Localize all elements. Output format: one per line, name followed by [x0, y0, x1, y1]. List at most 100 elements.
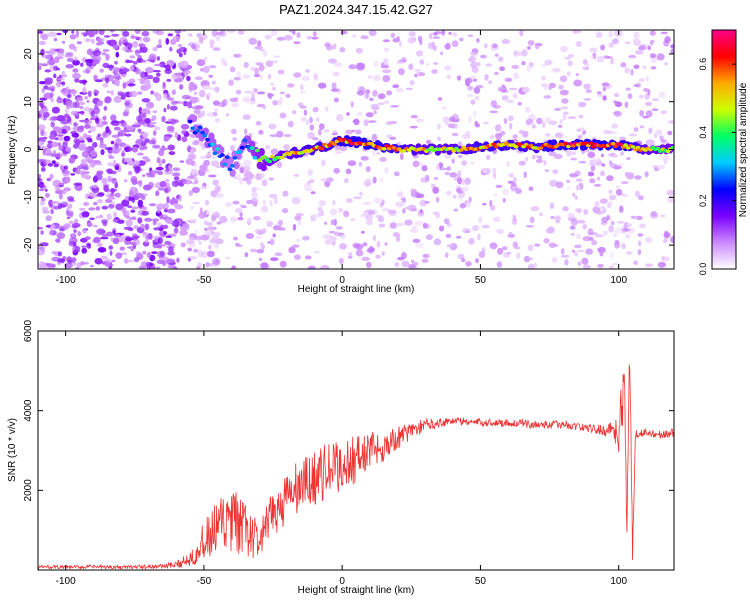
speckle-blob	[206, 226, 215, 232]
speckle-blob	[494, 72, 499, 75]
speckle-blob	[502, 197, 506, 203]
speckle-blob	[656, 53, 665, 61]
speckle-blob	[104, 147, 113, 151]
speckle-blob	[205, 210, 210, 215]
speckle-blob	[204, 199, 210, 206]
speckle-blob	[85, 67, 90, 74]
speckle-blob	[647, 89, 651, 96]
y-tick-label: 20	[23, 48, 34, 60]
speckle-blob	[660, 139, 666, 143]
speckle-blob	[38, 62, 43, 66]
speckle-blob	[283, 34, 293, 41]
speckle-blob	[258, 257, 263, 262]
speckle-blob	[137, 152, 144, 156]
speckle-blob	[649, 53, 657, 59]
ridge-point	[239, 145, 245, 150]
speckle-blob	[81, 247, 87, 254]
speckle-blob	[72, 59, 80, 66]
speckle-blob	[141, 206, 148, 211]
speckle-blob	[121, 150, 125, 158]
speckle-blob	[485, 63, 493, 67]
speckle-blob	[382, 208, 391, 212]
speckle-blob	[177, 43, 183, 48]
speckle-blob	[345, 129, 354, 135]
speckle-blob	[356, 62, 366, 70]
speckle-blob	[113, 126, 121, 131]
speckle-blob	[136, 115, 142, 122]
speckle-blob	[365, 214, 373, 221]
speckle-blob	[142, 174, 146, 177]
speckle-blob	[206, 153, 214, 156]
speckle-blob	[622, 193, 628, 198]
speckle-blob	[602, 95, 607, 101]
speckle-blob	[559, 89, 569, 96]
speckle-blob	[553, 153, 563, 160]
speckle-blob	[446, 166, 451, 171]
speckle-blob	[271, 86, 277, 91]
speckle-blob	[419, 199, 427, 207]
speckle-blob	[244, 128, 248, 135]
speckle-blob	[306, 35, 313, 40]
speckle-blob	[75, 96, 79, 104]
speckle-blob	[95, 79, 103, 83]
speckle-blob	[395, 201, 405, 208]
speckle-blob	[212, 231, 221, 237]
speckle-blob	[402, 208, 406, 214]
speckle-blob	[490, 204, 496, 211]
speckle-blob	[167, 251, 175, 256]
speckle-blob	[148, 170, 155, 175]
speckle-blob	[209, 87, 216, 91]
speckle-blob	[441, 30, 445, 36]
speckle-blob	[644, 263, 654, 268]
speckle-blob	[527, 40, 535, 46]
speckle-blob	[107, 175, 112, 181]
speckle-blob	[72, 72, 81, 80]
speckle-blob	[57, 251, 63, 257]
speckle-blob	[511, 64, 520, 70]
speckle-blob	[373, 60, 379, 68]
speckle-blob	[577, 135, 582, 139]
speckle-blob	[382, 69, 392, 74]
speckle-blob	[244, 252, 249, 258]
speckle-blob	[489, 110, 499, 114]
speckle-blob	[84, 146, 90, 153]
speckle-blob	[305, 255, 312, 260]
speckle-blob	[397, 191, 404, 198]
speckle-blob	[107, 196, 116, 200]
speckle-blob	[63, 97, 66, 105]
speckle-blob	[366, 220, 374, 226]
speckle-blob	[278, 227, 286, 231]
speckle-blob	[102, 48, 110, 52]
speckle-blob	[251, 186, 257, 193]
speckle-blob	[576, 233, 582, 240]
speckle-blob	[566, 179, 571, 183]
speckle-blob	[649, 39, 654, 46]
speckle-blob	[293, 174, 300, 177]
speckle-blob	[173, 176, 180, 181]
speckle-blob	[360, 35, 369, 40]
speckle-blob	[577, 261, 582, 267]
speckle-blob	[452, 194, 457, 199]
speckle-blob	[353, 118, 360, 126]
speckle-blob	[95, 42, 103, 46]
speckle-blob	[496, 261, 503, 268]
speckle-blob	[534, 243, 541, 247]
speckle-blob	[589, 47, 598, 53]
speckle-blob	[340, 30, 348, 35]
speckle-blob	[239, 204, 246, 208]
speckle-blob	[188, 256, 197, 260]
speckle-blob	[97, 133, 102, 137]
speckle-blob	[93, 202, 98, 206]
speckle-blob	[269, 193, 278, 199]
speckle-blob	[187, 103, 193, 109]
speckle-blob	[396, 36, 400, 41]
speckle-blob	[168, 262, 177, 265]
speckle-blob	[377, 93, 386, 100]
speckle-blob	[39, 81, 46, 85]
speckle-blob	[596, 176, 601, 181]
speckle-blob	[96, 170, 104, 175]
speckle-blob	[56, 97, 64, 104]
speckle-blob	[356, 90, 365, 96]
speckle-blob	[211, 160, 220, 167]
speckle-blob	[648, 127, 653, 134]
